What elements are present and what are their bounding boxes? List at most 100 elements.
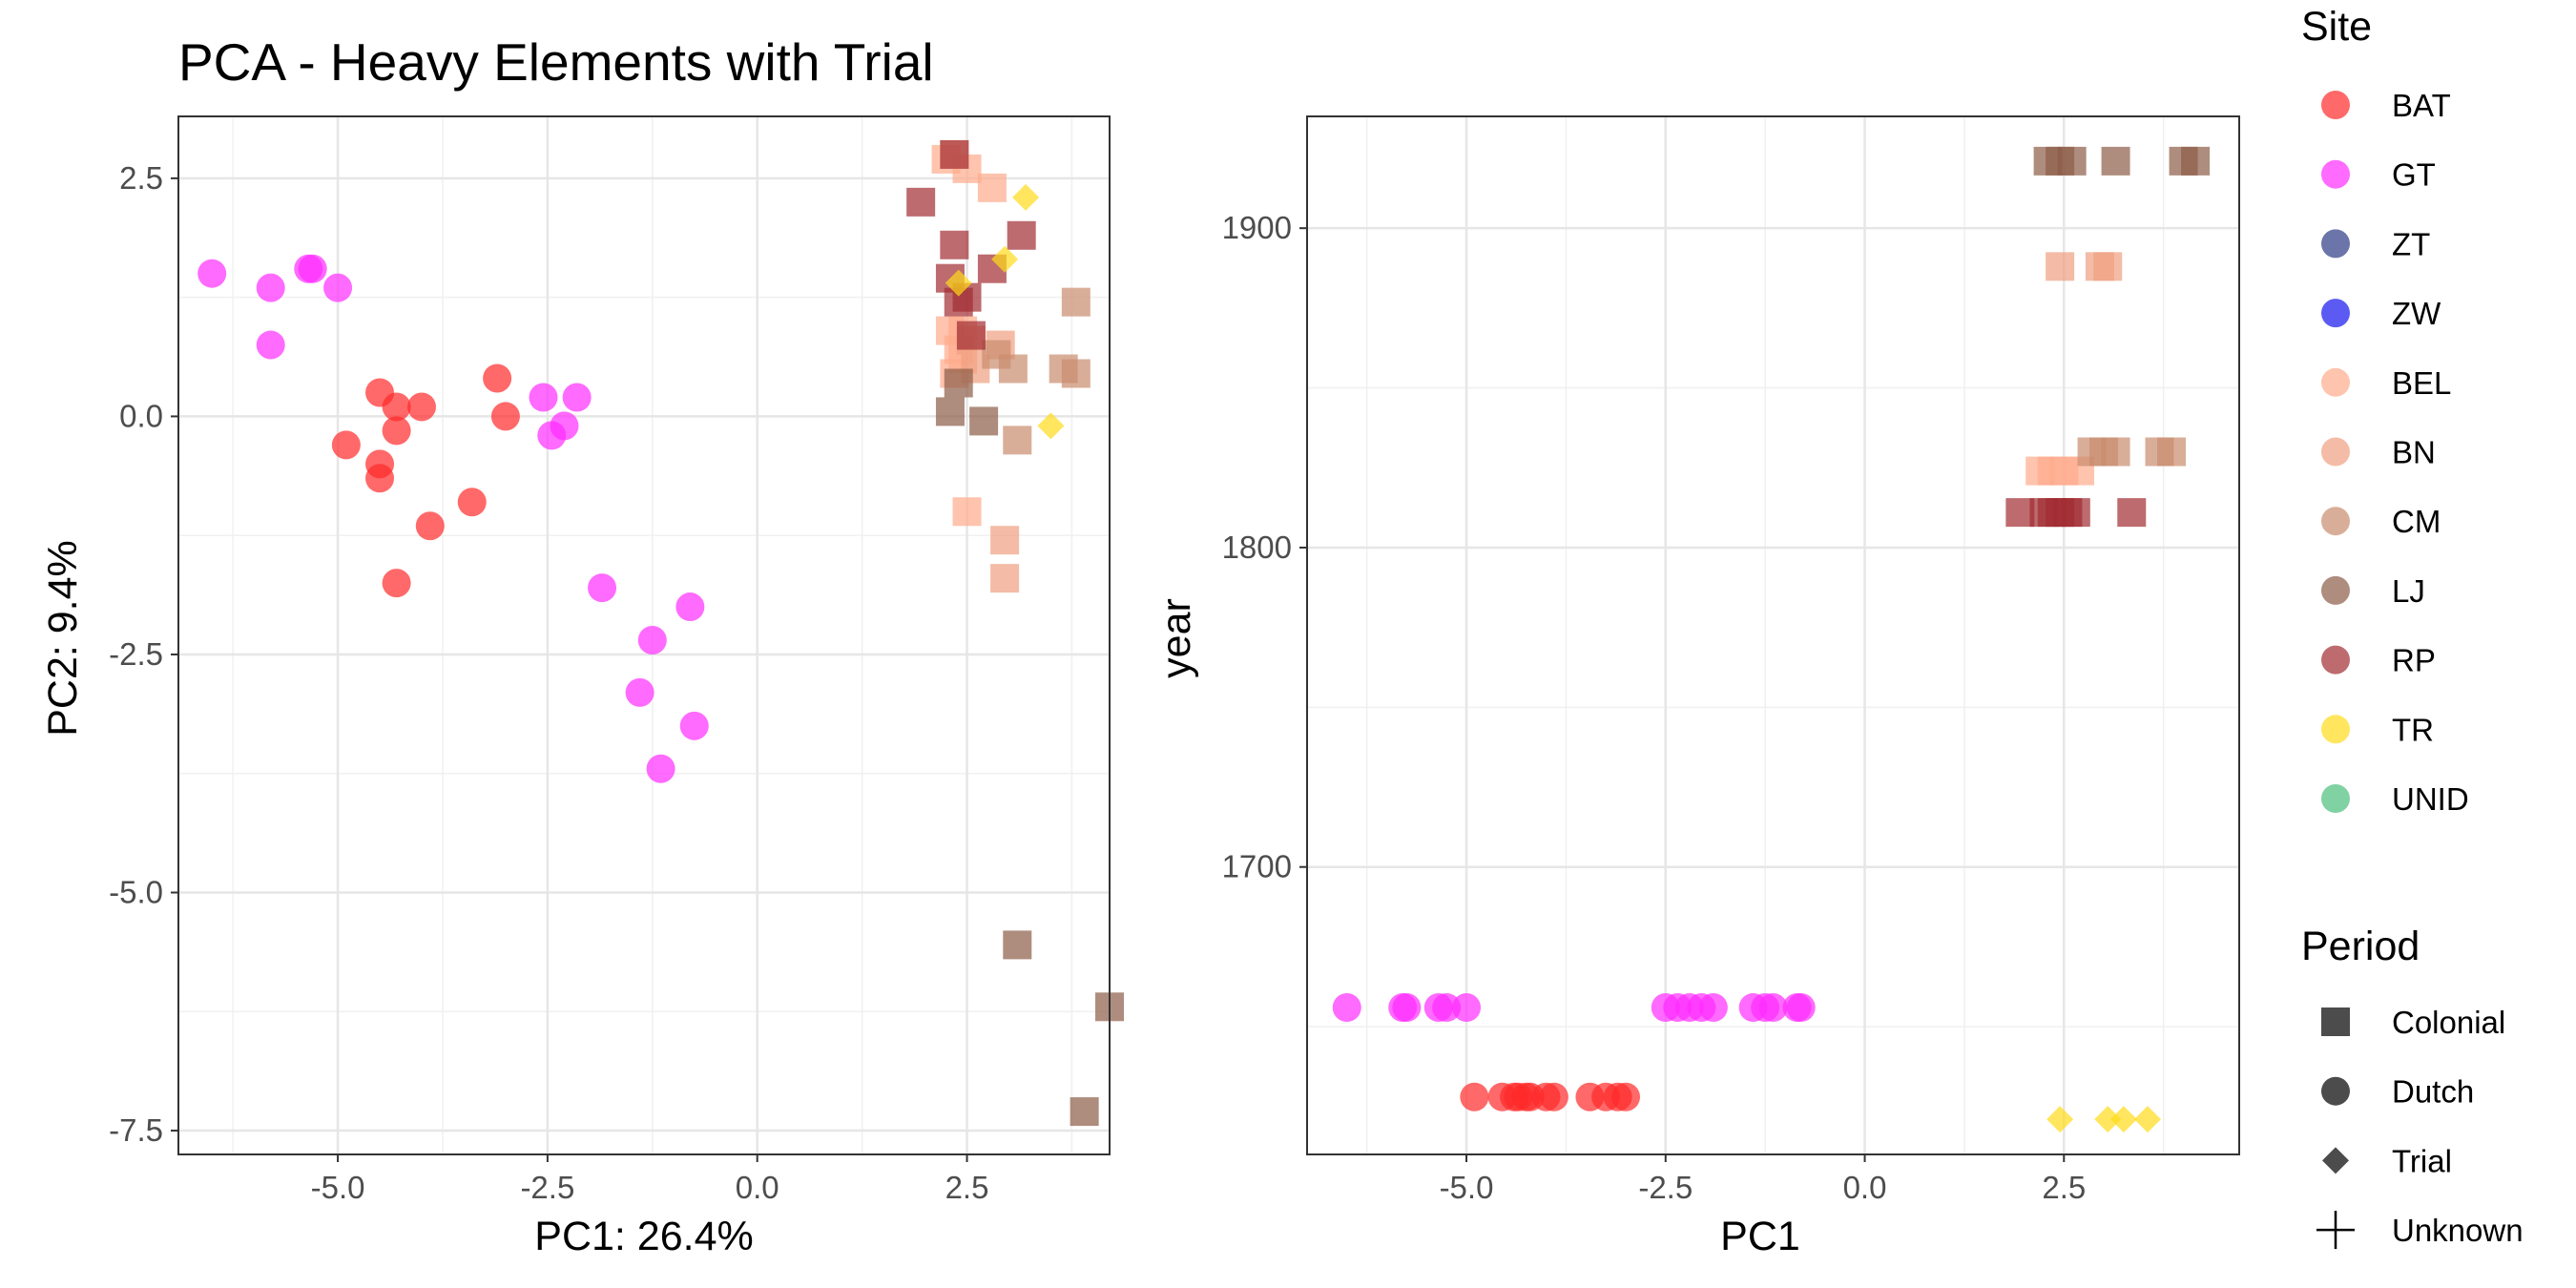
panel-2-x-axis-title: PC1 [1720,1214,1800,1259]
data-point [679,711,709,740]
panel-2-border [1306,115,2240,1155]
data-point [382,392,411,422]
data-point [945,269,972,297]
data-point [1698,993,1728,1023]
panel-2-series-tr [2046,1106,2161,1133]
panel-1-border [177,115,1111,1155]
legend-site-bel: BEL [2321,365,2451,401]
data-point [990,526,1020,555]
legend-site-label: RP [2392,643,2436,678]
legend: Site Period BAT GT ZT ZW BEL BN CM LJ RP TR UNID Co… [2301,4,2524,1250]
legend-period-unknown: Unknown [2316,1211,2524,1250]
legend-site-label: ZW [2392,296,2441,331]
panel-1-y-tick-label: -7.5 [109,1112,163,1148]
data-point [2109,1106,2137,1133]
panel-2-y-axis-title: year [1153,598,1199,678]
legend-site-key [2321,645,2350,675]
data-point [2046,1106,2074,1133]
legend-site-label: UNID [2392,781,2469,817]
panel-2-x-tick-label: 2.5 [2042,1170,2086,1205]
panel-2-plot: -5.0 -2.5 0.0 2.5 1900 1800 1700 [1222,115,2240,1205]
legend-site-label: BAT [2392,88,2451,123]
data-point [1003,930,1032,960]
data-point [944,368,973,398]
legend-site-label: CM [2392,504,2441,539]
data-point [1070,1097,1099,1127]
data-point [991,245,1019,273]
data-point [256,330,285,360]
legend-period-label: Colonial [2392,1005,2505,1040]
panel-1-series-bat [331,364,520,598]
legend-period-key [2321,1076,2350,1106]
data-point [969,406,999,436]
data-point [331,430,361,460]
data-point [977,173,1007,202]
data-point [294,254,323,283]
legend-site-rp: RP [2321,643,2436,678]
data-point [1539,1082,1568,1111]
legend-site-bn: BN [2321,435,2436,470]
data-point [625,677,654,707]
legend-period-key [2316,1211,2355,1250]
panel-1-y-tick-label: 2.5 [119,160,163,196]
legend-site-key [2321,229,2350,259]
panel-1-x-tick-label: 2.5 [945,1170,989,1205]
legend-site-key [2321,715,2350,744]
legend-site-key [2321,159,2350,189]
legend-site-title: Site [2301,4,2372,50]
panel-1-series-rp [906,139,1036,350]
legend-site-cm: CM [2321,504,2441,539]
data-point [1611,1082,1641,1111]
panel-1-y-tick-label: 0.0 [119,398,163,433]
panel-2-x-tick-label: -5.0 [1440,1170,1494,1205]
data-point [637,625,667,654]
panel-2-series-gt [1332,993,1816,1023]
panel-2-series-cm [2077,437,2187,467]
data-point [1432,993,1462,1023]
data-point [550,411,579,441]
panel-1-title: PCA - Heavy Elements with Trial [178,32,934,92]
data-point [2133,1106,2161,1133]
panel-1-y-tick-label: -5.0 [109,875,163,910]
data-point [1061,287,1091,317]
data-point [457,488,487,517]
legend-period-label: Trial [2392,1143,2452,1178]
data-point [588,573,617,603]
data-point [2157,437,2187,467]
panel-1-x-tick-label: 0.0 [736,1170,779,1205]
legend-period-trial: Trial [2322,1143,2452,1178]
legend-site-label: GT [2392,157,2436,193]
data-point [365,464,395,493]
data-point [1758,993,1788,1023]
panel-1-series-cm [982,287,1091,455]
legend-period-label: Unknown [2392,1213,2524,1248]
legend-period-label: Dutch [2392,1074,2474,1110]
legend-site-bat: BAT [2321,88,2451,123]
legend-site-tr: TR [2321,712,2434,747]
data-point [1392,993,1422,1023]
legend-site-unid: UNID [2321,781,2469,817]
panel-1-x-tick-label: -5.0 [311,1170,365,1205]
data-point [382,416,411,446]
panel-1-series-gt [197,254,709,783]
data-point [1332,993,1361,1023]
data-point [906,187,936,217]
legend-site-key [2321,91,2350,119]
data-point [2094,1106,2122,1133]
data-point [2101,437,2130,467]
panel-1-plot: -5.0 -2.5 0.0 2.5 2.5 0.0 -2.5 -5.0 -7.5 [109,115,1124,1205]
data-point [1460,1082,1489,1111]
data-point [2093,252,2123,281]
legend-period-key [2321,1008,2350,1036]
legend-site-label: TR [2392,712,2434,747]
legend-site-gt: GT [2321,157,2436,193]
data-point [1007,220,1036,250]
data-point [2101,146,2130,176]
data-point [675,592,705,622]
panel-2-y-tick-label: 1800 [1222,530,1292,565]
panel-2-background [1307,116,2239,1154]
panel-2-ticks: -5.0 -2.5 0.0 2.5 1900 1800 1700 [1222,210,2087,1205]
panel-2-series-lj [2033,146,2211,176]
data-point [382,569,411,598]
panel-1-x-tick-label: -2.5 [520,1170,574,1205]
